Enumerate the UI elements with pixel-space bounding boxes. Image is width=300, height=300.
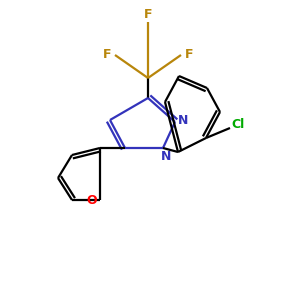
- Text: Cl: Cl: [231, 118, 244, 130]
- Text: F: F: [144, 8, 152, 22]
- Text: N: N: [178, 113, 188, 127]
- Text: N: N: [161, 151, 171, 164]
- Text: F: F: [103, 49, 111, 62]
- Text: F: F: [185, 49, 193, 62]
- Text: O: O: [87, 194, 97, 208]
